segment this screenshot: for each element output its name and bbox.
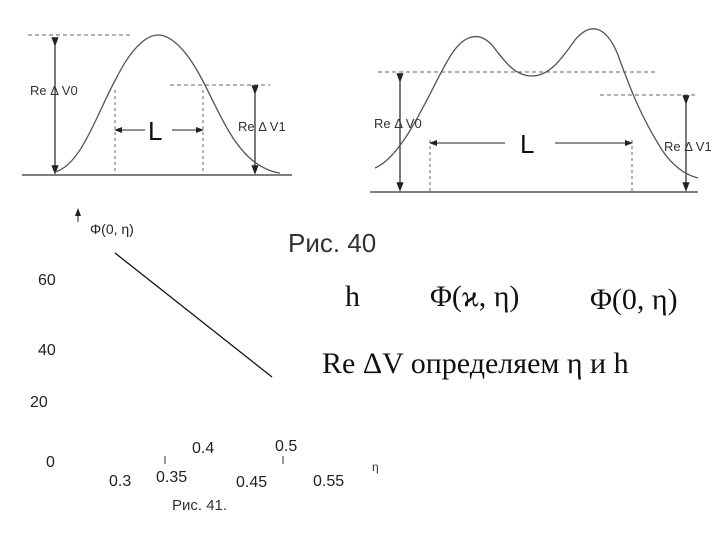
fig41-xtick-0.4: 0.4 (192, 440, 215, 457)
fig41-ytick-20: 20 (30, 394, 48, 411)
phi-zero-eta: Φ(0, η) (590, 283, 678, 316)
left-bell-curve (54, 34, 281, 174)
fig41-y-label: Φ(0, η) (90, 221, 134, 237)
fig40-right-panel (370, 28, 699, 193)
fig41-caption: Рис. 41. (172, 497, 228, 514)
fig41-data-line (114, 252, 273, 378)
fig41-xtick-0.5: 0.5 (275, 438, 298, 455)
right-l-label: L (520, 129, 535, 159)
fig41-xtick-0.55: 0.55 (313, 473, 345, 490)
fig41-x-label: η (372, 460, 379, 474)
fig41-ytick-0: 0 (46, 454, 55, 471)
re-dv-statement: Re ΔV определяем η и h (322, 347, 629, 380)
left-re-v0-label: Re Δ V0 (30, 83, 78, 98)
right-re-v0-label: Re Δ V0 (374, 116, 422, 131)
fig41-xtick-0.45: 0.45 (236, 474, 268, 491)
fig41-ytick-60: 60 (38, 272, 56, 289)
fig41-xtick-0.3: 0.3 (109, 473, 132, 490)
left-re-v1-label: Re Δ V1 (238, 119, 286, 134)
right-re-v1-label: Re Δ V1 (664, 139, 712, 154)
fig41-xtick-0.35: 0.35 (156, 469, 188, 486)
right-double-hump-curve (374, 28, 699, 179)
h-symbol: h (345, 280, 360, 313)
fig40-caption: Рис. 40 (288, 228, 377, 258)
left-l-label: L (148, 116, 163, 146)
phi-kappa-eta: Φ(ϰ, η) (430, 280, 520, 313)
fig41-plot (75, 208, 284, 464)
fig41-ytick-40: 40 (38, 342, 56, 359)
fig40-left-panel (22, 34, 292, 176)
